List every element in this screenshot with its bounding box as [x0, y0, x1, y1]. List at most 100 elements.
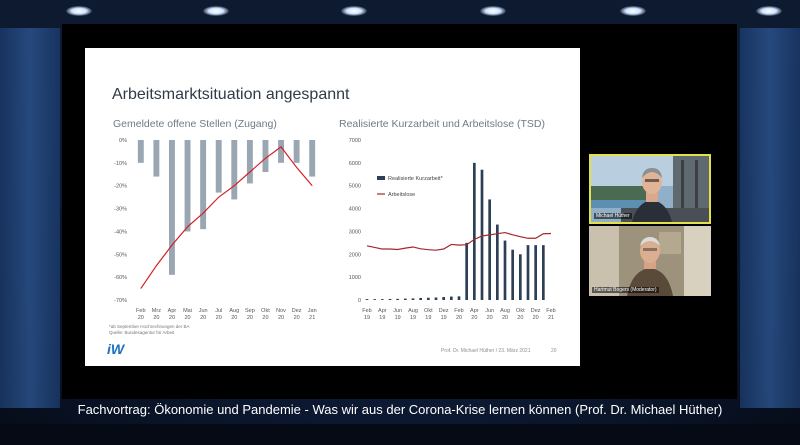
- right-x-tick-year: 20: [456, 315, 462, 321]
- left-bar: [246, 140, 253, 184]
- left-bar: [262, 140, 269, 172]
- moderator-video-tile[interactable]: Hartmut Bogers (Moderator): [589, 226, 711, 296]
- right-x-tick-year: 19: [441, 315, 447, 321]
- left-bar: [231, 140, 238, 200]
- legend-label-kurzarbeit: Realisierte Kurzarbeit*: [388, 176, 444, 182]
- left-bar: [309, 140, 316, 177]
- right-x-tick-year: 21: [548, 315, 554, 321]
- right-bar: [518, 254, 522, 300]
- ceiling-light-icon: [341, 6, 367, 16]
- left-x-tick-label: Mai: [183, 308, 192, 314]
- right-bar: [526, 245, 530, 300]
- left-y-tick-label: -50%: [114, 252, 127, 258]
- ceiling-light-icon: [480, 6, 506, 16]
- footnote-line-1: *ab September Hochrechnungen der BA: [109, 324, 190, 329]
- right-x-tick-label: Aug: [500, 308, 510, 314]
- left-bar: [184, 140, 191, 232]
- left-bar: [137, 140, 144, 163]
- left-x-tick-label: Nov: [276, 308, 286, 314]
- studio-pillar-right: [740, 28, 800, 408]
- iw-logo: iW: [107, 341, 125, 357]
- right-bar: [488, 199, 492, 300]
- right-bar: [365, 299, 369, 300]
- right-bar: [396, 298, 400, 300]
- right-y-tick-label: 0: [358, 298, 361, 304]
- left-x-tick-label: Dez: [292, 308, 302, 314]
- right-x-tick-label: Feb: [454, 308, 463, 314]
- right-x-tick-year: 20: [487, 315, 493, 321]
- left-x-tick-year: 20: [231, 315, 237, 321]
- ceiling-light-icon: [203, 6, 229, 16]
- left-x-tick-label: Jan: [308, 308, 317, 314]
- right-x-tick-label: Okt: [516, 308, 525, 314]
- right-bar: [480, 169, 484, 300]
- right-bar: [388, 298, 392, 300]
- left-y-tick-label: -70%: [114, 298, 127, 304]
- left-x-tick-year: 21: [309, 315, 315, 321]
- right-bar: [419, 297, 423, 300]
- left-trend-line: [140, 146, 313, 289]
- lower-third-caption: Fachvortrag: Ökonomie und Pandemie - Was…: [77, 402, 723, 417]
- right-bar: [534, 245, 538, 300]
- right-bar: [380, 299, 384, 300]
- right-x-tick-year: 19: [410, 315, 416, 321]
- left-bar: [200, 140, 207, 230]
- left-x-tick-label: Feb: [136, 308, 145, 314]
- right-y-tick-label: 4000: [349, 207, 361, 213]
- moderator-video-feed: [589, 226, 711, 296]
- left-x-tick-label: Jun: [199, 308, 208, 314]
- right-y-tick-label: 2000: [349, 252, 361, 258]
- left-x-tick-label: Sep: [245, 308, 255, 314]
- left-bar: [168, 140, 175, 275]
- legend-swatch-kurzarbeit: [377, 176, 385, 180]
- right-x-tick-label: Apr: [470, 308, 479, 314]
- speaker-video-feed: [591, 156, 709, 222]
- right-x-tick-label: Jun: [393, 308, 402, 314]
- studio-pillar-left: [0, 28, 60, 408]
- bottom-bar: [0, 424, 800, 445]
- right-x-tick-year: 20: [502, 315, 508, 321]
- right-y-tick-label: 1000: [349, 275, 361, 281]
- right-y-tick-label: 6000: [349, 161, 361, 167]
- ceiling-light-icon: [620, 6, 646, 16]
- presentation-slide: Arbeitsmarktsituation angespannt Gemelde…: [85, 48, 580, 366]
- right-x-tick-year: 20: [517, 315, 523, 321]
- left-chart-title: Gemeldete offene Stellen (Zugang): [113, 118, 277, 130]
- right-bar: [411, 298, 415, 300]
- slide-page-number: 20: [551, 348, 557, 354]
- right-bar: [495, 224, 499, 300]
- right-bar: [472, 162, 476, 300]
- right-x-tick-label: Dez: [439, 308, 449, 314]
- left-x-tick-label: Jul: [215, 308, 222, 314]
- left-x-tick-year: 20: [247, 315, 253, 321]
- left-bar: [153, 140, 160, 177]
- right-chart-title: Realisierte Kurzarbeit und Arbeitslose (…: [339, 118, 546, 130]
- right-x-tick-label: Aug: [408, 308, 418, 314]
- left-y-tick-label: -60%: [114, 275, 127, 281]
- right-y-tick-label: 5000: [349, 184, 361, 190]
- right-y-tick-label: 3000: [349, 229, 361, 235]
- right-bar: [442, 297, 446, 300]
- moderator-name-label: Hartmut Bogers (Moderator): [592, 287, 659, 293]
- left-x-tick-year: 20: [169, 315, 175, 321]
- speaker-video-tile[interactable]: Michael Hüther: [589, 154, 711, 224]
- right-x-tick-label: Okt: [424, 308, 433, 314]
- left-y-tick-label: -30%: [114, 207, 127, 213]
- footnote-line-2: Quelle: Bundesagentur für Arbeit: [109, 330, 175, 335]
- right-bar: [434, 297, 438, 300]
- right-bar: [457, 296, 461, 300]
- right-x-tick-year: 19: [364, 315, 370, 321]
- right-x-tick-year: 19: [395, 315, 401, 321]
- left-x-tick-label: Apr: [168, 308, 177, 314]
- left-x-tick-year: 20: [278, 315, 284, 321]
- left-y-tick-label: -10%: [114, 161, 127, 167]
- right-arbeitslose-line: [366, 231, 552, 251]
- left-x-tick-year: 20: [153, 315, 159, 321]
- right-x-tick-year: 20: [471, 315, 477, 321]
- legend-label-arbeitslose: Arbeitslose: [388, 192, 415, 198]
- left-bar: [215, 140, 222, 193]
- left-x-tick-label: Okt: [261, 308, 270, 314]
- footnote: *ab September Hochrechnungen der BA Quel…: [109, 324, 190, 336]
- left-x-tick-label: Mrz: [152, 308, 161, 314]
- right-bar: [541, 245, 545, 300]
